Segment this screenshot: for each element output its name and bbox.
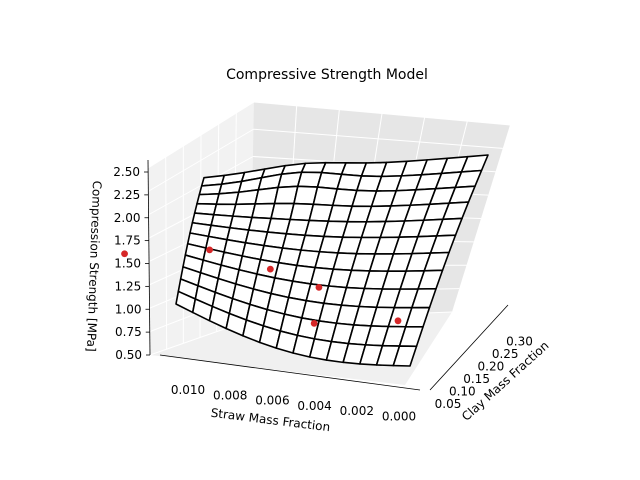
- z-tick-label: 1.00: [115, 302, 142, 316]
- x-tick-label: 0.004: [297, 399, 331, 413]
- data-point: [121, 250, 128, 258]
- data-point: [394, 317, 402, 325]
- surface-cell: [198, 183, 223, 196]
- x-tick-label: 0.008: [213, 388, 247, 402]
- y-tick-label: 0.05: [435, 397, 462, 411]
- y-tick-label: 0.25: [492, 347, 519, 361]
- x-axis-line: [159, 354, 421, 391]
- surface-cell: [392, 345, 418, 367]
- y-tick-label: 0.20: [478, 360, 505, 374]
- z-tick-label: 0.50: [115, 348, 142, 362]
- z-tick-label: 2.00: [114, 211, 141, 225]
- data-point: [315, 283, 323, 291]
- z-tick-label: 2.25: [114, 188, 141, 202]
- z-tick-label: 1.75: [114, 234, 141, 248]
- surface-cell: [215, 191, 240, 206]
- axis-lines: [147, 159, 509, 391]
- z-axis-label: Compression Strength [MPa]: [84, 180, 104, 352]
- x-tick-label: 0.002: [340, 404, 374, 418]
- data-point: [310, 319, 318, 327]
- gridline: [165, 156, 168, 350]
- data-point: [206, 246, 214, 254]
- tick-labels: 0.50 0.75 1.00 1.25 1.50 1.75 2.00 2.25 2.50 0.01…: [113, 165, 533, 424]
- x-tick-label: 0.010: [171, 383, 205, 397]
- surface-cell: [196, 193, 220, 205]
- y-tick-label: 0.15: [463, 372, 490, 386]
- z-tick-label: 1.25: [115, 279, 142, 293]
- data-points: [121, 246, 402, 327]
- y-tick-label: 0.10: [449, 385, 476, 399]
- z-tick-label: 1.50: [114, 257, 141, 271]
- z-tick-label: 0.75: [115, 325, 142, 339]
- x-tick-label: 0.000: [382, 410, 416, 424]
- z-tick-label: 2.50: [113, 165, 140, 179]
- y-tick-label: 0.30: [506, 335, 533, 349]
- chart-title: Compressive Strength Model: [226, 67, 428, 83]
- data-point: [266, 265, 274, 273]
- x-tick-label: 0.006: [255, 394, 289, 408]
- y-axis-line: [429, 304, 509, 391]
- z-axis-line: [147, 159, 151, 356]
- surface-wireframe: [175, 154, 489, 367]
